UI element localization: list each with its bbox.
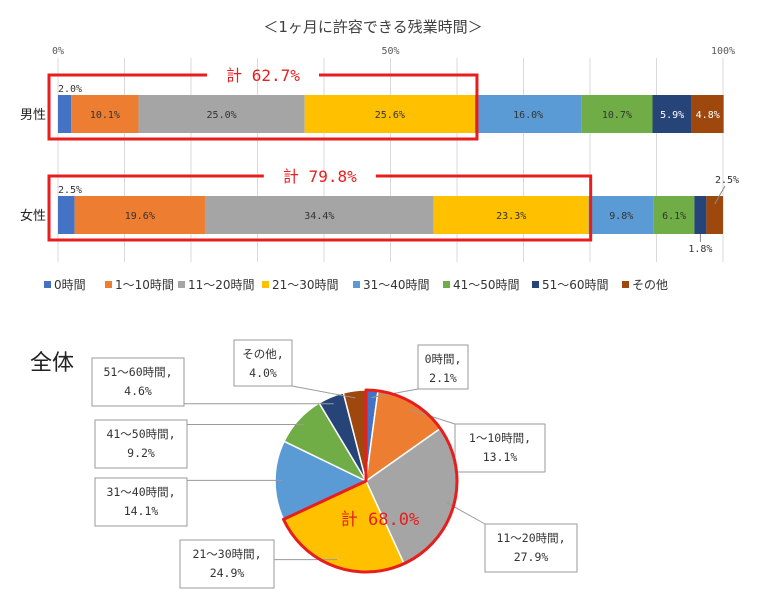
data-label: 4.8% — [696, 110, 720, 121]
callout-box — [233, 339, 293, 387]
data-label: 10.7% — [602, 110, 632, 121]
callout-leader — [291, 385, 356, 399]
bar-chart-segments — [58, 95, 724, 234]
callout-label: 4.6% — [124, 384, 152, 398]
legend-swatch — [532, 281, 539, 288]
callout-label: 2.1% — [429, 371, 457, 385]
bar-segment — [691, 95, 724, 133]
callout-box — [94, 477, 188, 527]
data-label: 19.6% — [125, 211, 155, 222]
pie-chart-title: 全体 — [30, 351, 74, 376]
legend-label: 31～40時間 — [363, 278, 430, 292]
callout-label: 0時間, — [425, 352, 462, 366]
callout-box — [91, 357, 185, 407]
callout-label: 4.0% — [249, 366, 277, 380]
bar-chart-data-labels: 2.0% 10.1% 25.0% 25.6% 16.0% 10.7% 5.9% 4.8% 2.5… — [58, 84, 739, 255]
data-label: 25.6% — [375, 110, 405, 121]
data-label: 23.3% — [496, 211, 526, 222]
callout-label: 9.2% — [127, 446, 155, 460]
data-label: 1.8% — [688, 244, 712, 255]
total-annotation: 計 68.0% — [341, 510, 419, 530]
bar-segment — [74, 196, 205, 234]
pie-chart-total-annotation: 計 68.0% — [281, 388, 459, 574]
data-label: 2.0% — [58, 84, 82, 95]
x-tick-label: 0% — [52, 46, 64, 57]
data-label: 9.8% — [609, 211, 633, 222]
bar-chart-total-annotations: 計 62.7% 計 79.8% — [47, 66, 593, 242]
data-label: 6.1% — [662, 211, 686, 222]
bar-segment — [694, 196, 707, 234]
callout-label: 1～10時間, — [469, 431, 531, 445]
legend-swatch — [44, 281, 51, 288]
bar-segment — [204, 196, 434, 234]
callout-label: 27.9% — [514, 550, 549, 564]
bar-segment — [581, 95, 653, 133]
callout-box — [417, 344, 469, 390]
data-label: 5.9% — [660, 110, 684, 121]
bar-segment — [474, 95, 582, 133]
callout-label: 21～30時間, — [192, 547, 261, 561]
bar-segment — [433, 196, 589, 234]
bar-segment — [58, 95, 72, 133]
callout-label: 41～50時間, — [106, 427, 175, 441]
callout-label: 13.1% — [483, 450, 518, 464]
callout-label: 51～60時間, — [103, 365, 172, 379]
category-label: 女性 — [20, 208, 46, 224]
legend-swatch — [105, 281, 112, 288]
data-label: 34.4% — [304, 211, 334, 222]
category-label: 男性 — [20, 108, 46, 123]
data-label: 25.0% — [207, 110, 237, 121]
legend: 0時間 1～10時間 11～20時間 21～30時間 31～40時間 41～50時間 51～… — [44, 278, 668, 292]
data-label: 16.0% — [513, 110, 543, 121]
callout-box — [454, 423, 546, 473]
legend-label: 0時間 — [54, 278, 86, 292]
bar-segment — [71, 95, 139, 133]
callout-box — [94, 419, 188, 469]
highlight-box — [47, 174, 593, 242]
data-label: 2.5% — [715, 175, 739, 186]
data-label-leader — [714, 185, 726, 205]
callout-label: その他, — [242, 347, 283, 361]
bar-segment — [304, 95, 475, 133]
legend-label: その他 — [632, 278, 668, 292]
bar-segment — [588, 196, 654, 234]
data-label: 2.5% — [58, 185, 82, 196]
legend-swatch — [353, 281, 360, 288]
callout-label: 14.1% — [124, 504, 159, 518]
legend-label: 11～20時間 — [188, 278, 255, 292]
bar-chart-axis-ticks: 0% 50% 100% — [52, 46, 735, 57]
callout-label: 11～20時間, — [496, 531, 565, 545]
legend-label: 51～60時間 — [542, 278, 609, 292]
callout-box — [484, 523, 578, 573]
pie-chart-callouts: 0時間, 2.1% 1～10時間, 13.1% 11～20時間, 27.9% 21～30時間… — [91, 339, 578, 589]
legend-swatch — [443, 281, 450, 288]
legend-label: 41～50時間 — [453, 278, 520, 292]
callout-label: 31～40時間, — [106, 485, 175, 499]
callout-label: 24.9% — [210, 566, 245, 580]
legend-label: 21～30時間 — [272, 278, 339, 292]
legend-label: 1～10時間 — [115, 278, 174, 292]
chart-title: ＜1ヶ月に許容できる残業時間＞ — [263, 18, 482, 36]
data-label: 10.1% — [90, 110, 120, 121]
highlight-outline — [281, 388, 459, 574]
bar-segment — [652, 95, 692, 133]
highlight-box — [47, 73, 479, 141]
legend-swatch — [622, 281, 629, 288]
x-tick-label: 100% — [711, 46, 735, 57]
total-annotation: 計 79.8% — [283, 167, 357, 186]
x-tick-label: 50% — [381, 46, 399, 57]
total-annotation: 計 62.7% — [226, 66, 300, 85]
legend-swatch — [262, 281, 269, 288]
callout-box — [179, 539, 275, 589]
legend-swatch — [178, 281, 185, 288]
bar-segment — [706, 196, 723, 234]
bar-segment — [58, 196, 75, 234]
bar-segment — [138, 95, 305, 133]
bar-segment — [653, 196, 695, 234]
